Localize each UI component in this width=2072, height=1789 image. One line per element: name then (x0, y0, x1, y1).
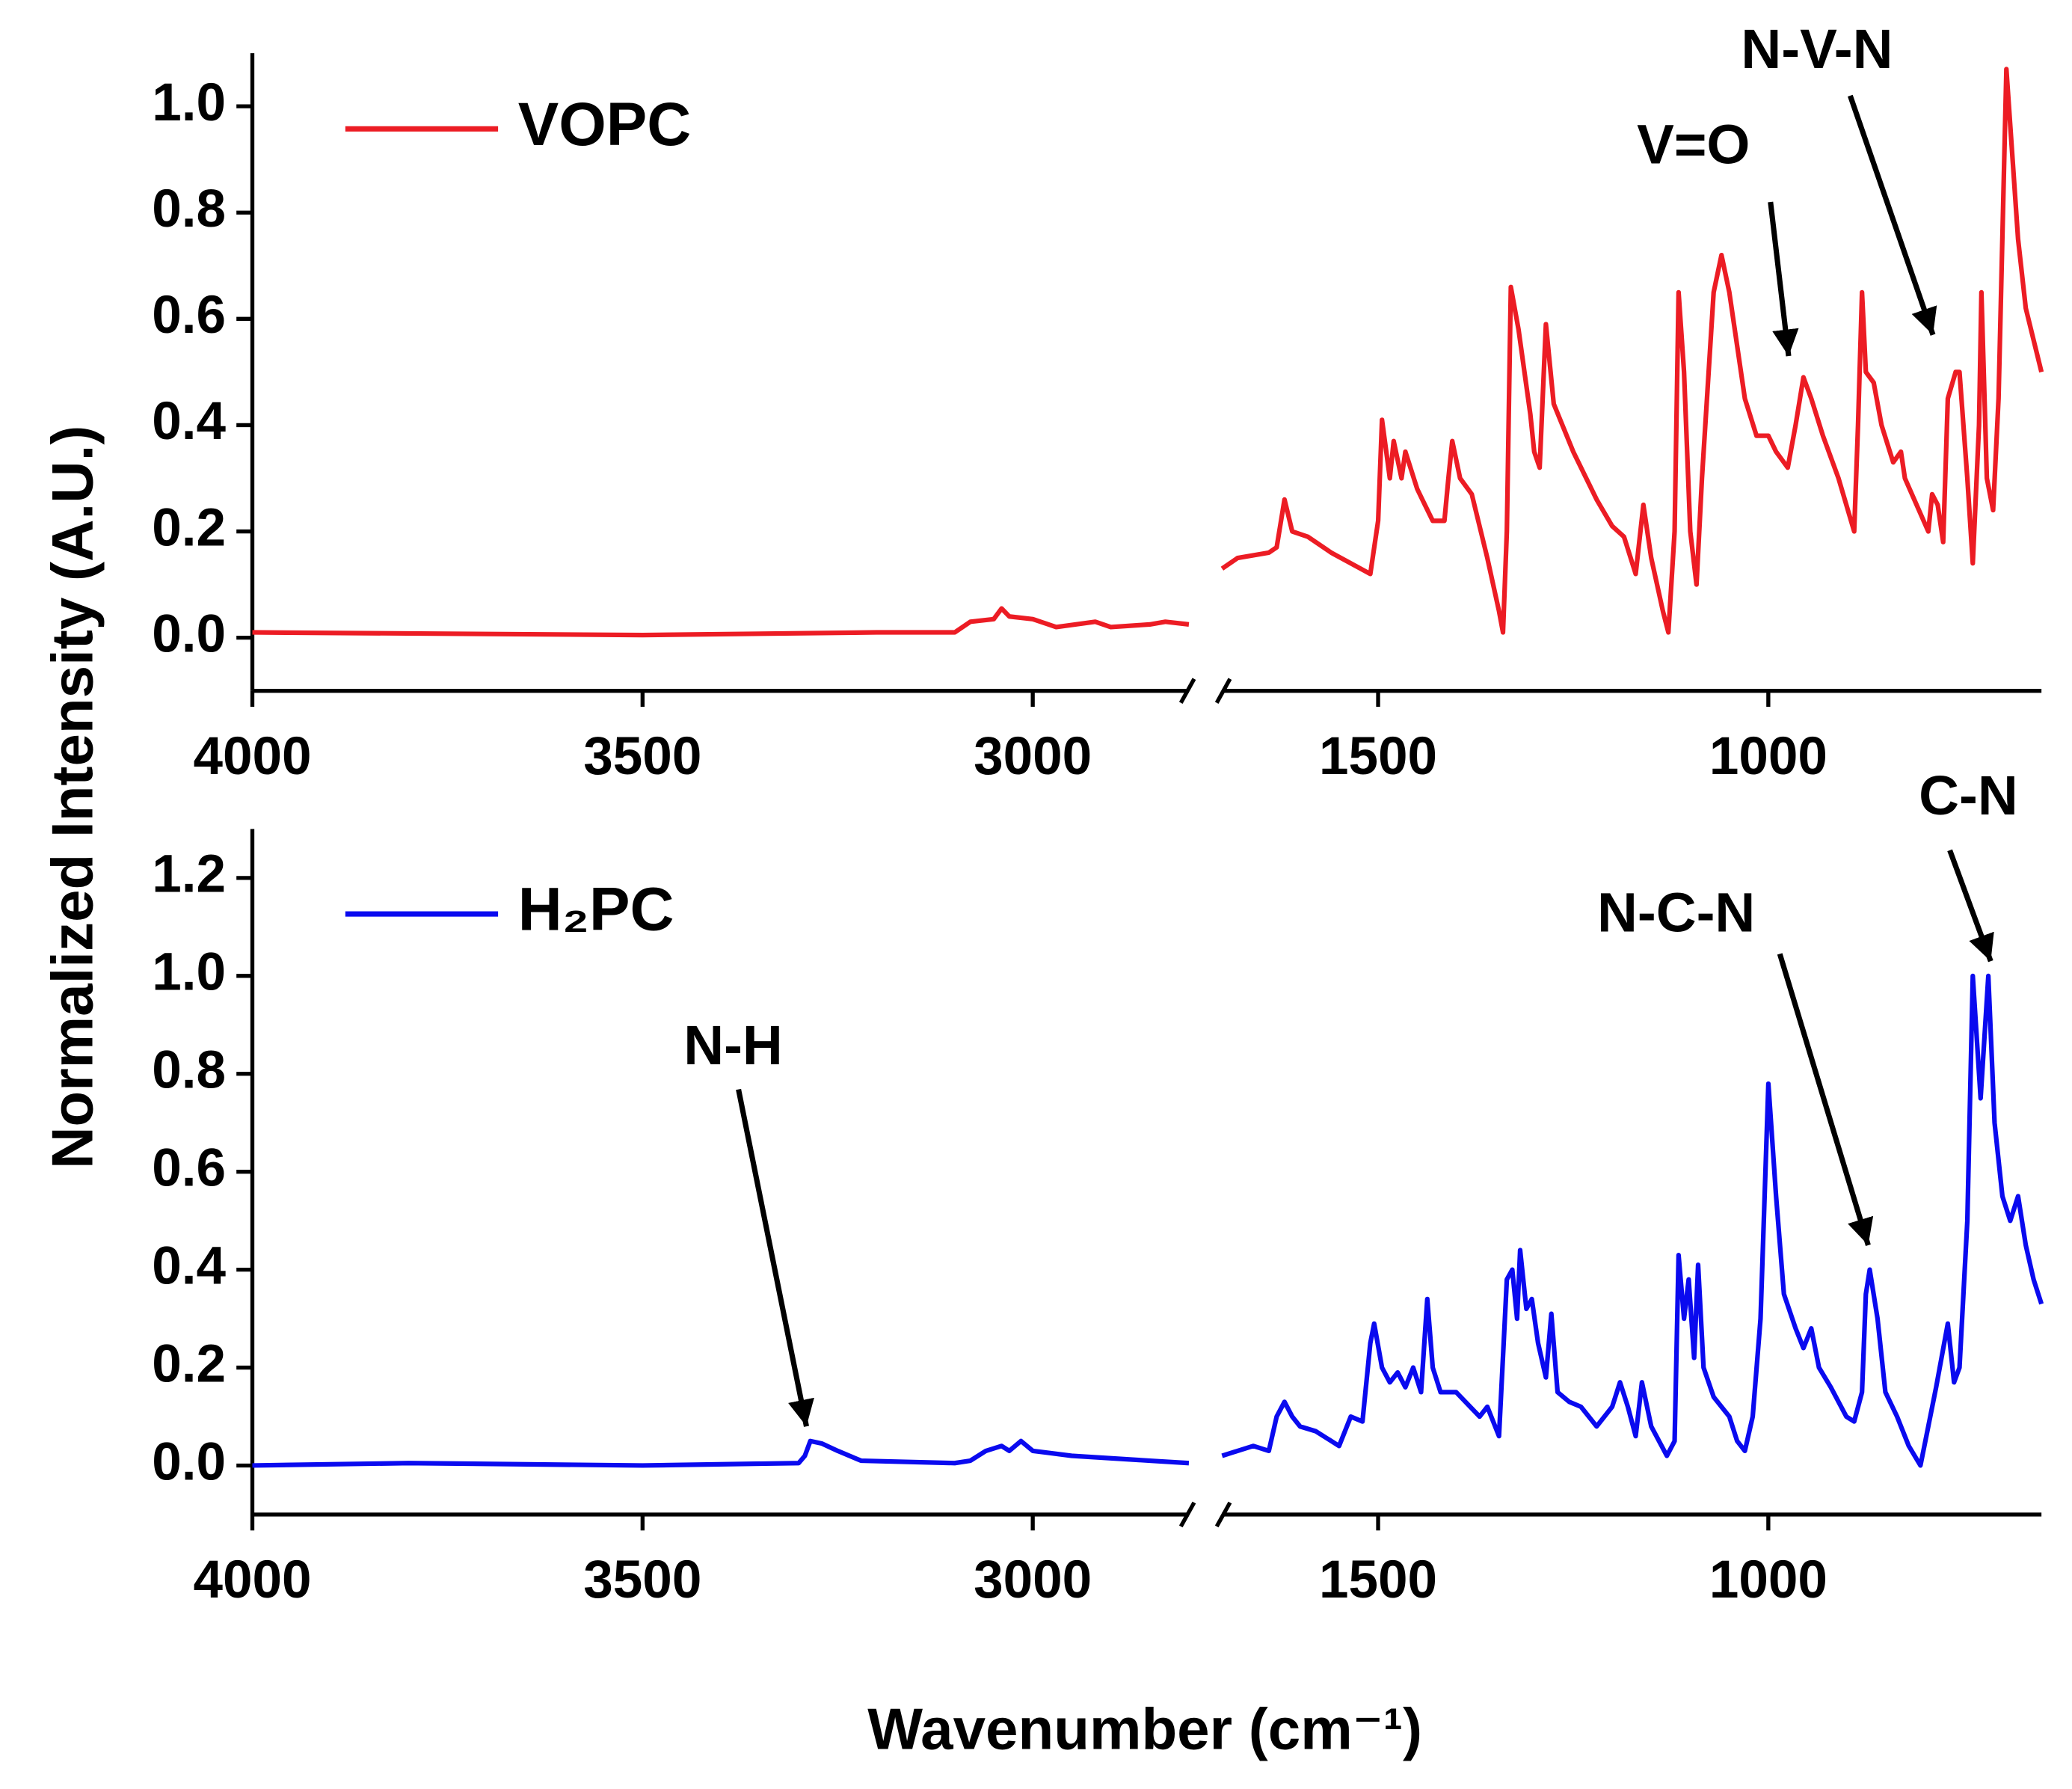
annotation-arrow (736, 1088, 814, 1427)
x-tick-label: 3500 (583, 727, 701, 786)
x-tick-label: 3500 (583, 1550, 701, 1610)
y-tick-label: 1.0 (152, 943, 226, 1002)
x-tick-label: 1000 (1709, 727, 1827, 786)
y-tick-label: 1.2 (152, 845, 226, 904)
axis-break (1214, 678, 1232, 704)
y-tick-label: 0.6 (152, 286, 226, 345)
y-axis-title: Normalized Intensity (A.U.) (40, 426, 105, 1169)
x-axis-title: Wavenumber (cm⁻¹) (867, 1696, 1422, 1762)
annotation-arrow (1848, 94, 1937, 336)
annotation-label: N-H (683, 1013, 783, 1076)
y-tick-label: 0.2 (152, 1334, 226, 1393)
y-tick-label: 0.6 (152, 1138, 226, 1197)
axis-break (1178, 678, 1196, 704)
legend-label: H₂PC (518, 876, 674, 944)
y-tick-label: 0.2 (152, 498, 226, 557)
annotation-arrow (1777, 953, 1874, 1246)
x-tick-label: 1500 (1319, 727, 1437, 786)
y-tick-label: 0.8 (152, 1041, 226, 1100)
x-tick-label: 3000 (974, 727, 1092, 786)
y-tick-label: 1.0 (152, 73, 226, 132)
annotation-label: C-N (1919, 764, 2018, 826)
legend-label: VOPC (518, 90, 692, 159)
y-tick-label: 0.8 (152, 179, 226, 239)
spectrum-line (252, 67, 2044, 638)
x-tick-label: 4000 (193, 1550, 311, 1610)
spectrum-line (252, 973, 2044, 1468)
x-tick-label: 1000 (1709, 1550, 1827, 1610)
x-tick-label: 4000 (193, 727, 311, 786)
axis-break (1178, 1501, 1196, 1528)
y-tick-label: 0.4 (152, 1236, 226, 1295)
annotation-arrow (1947, 849, 1994, 963)
axis-break (1214, 1501, 1232, 1528)
annotation-label: N-V-N (1741, 17, 1893, 80)
x-tick-label: 1500 (1319, 1550, 1437, 1610)
annotation-label: N-C-N (1597, 880, 1755, 943)
y-tick-label: 0.0 (152, 604, 226, 663)
x-tick-label: 3000 (974, 1550, 1092, 1610)
annotation-arrow (1768, 201, 1799, 357)
y-tick-label: 0.0 (152, 1432, 226, 1491)
annotation-label: V=O (1637, 113, 1750, 176)
y-tick-label: 0.4 (152, 392, 226, 451)
